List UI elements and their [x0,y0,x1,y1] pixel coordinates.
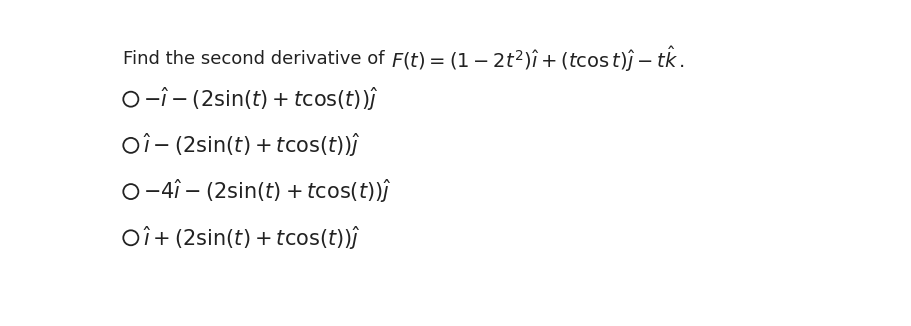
Text: $\hat{\imath} - (2\sin(t) + t\cos(t))\hat{\jmath}$: $\hat{\imath} - (2\sin(t) + t\cos(t))\ha… [143,132,361,159]
Text: $F(t) = (1 - 2t^2)\hat{\imath} + (t\cos t)\hat{\jmath} - t\hat{k}\,.$: $F(t) = (1 - 2t^2)\hat{\imath} + (t\cos … [390,44,683,74]
Text: $-\hat{\imath} - (2\sin(t) + t\cos(t))\hat{\jmath}$: $-\hat{\imath} - (2\sin(t) + t\cos(t))\h… [143,85,378,113]
Text: $\hat{\imath} + (2\sin(t) + t\cos(t))\hat{\jmath}$: $\hat{\imath} + (2\sin(t) + t\cos(t))\ha… [143,224,361,252]
Text: Find the second derivative of: Find the second derivative of [123,50,390,68]
Text: $-4\hat{\imath} - (2\sin(t) + t\cos(t))\hat{\jmath}$: $-4\hat{\imath} - (2\sin(t) + t\cos(t))\… [143,178,392,205]
